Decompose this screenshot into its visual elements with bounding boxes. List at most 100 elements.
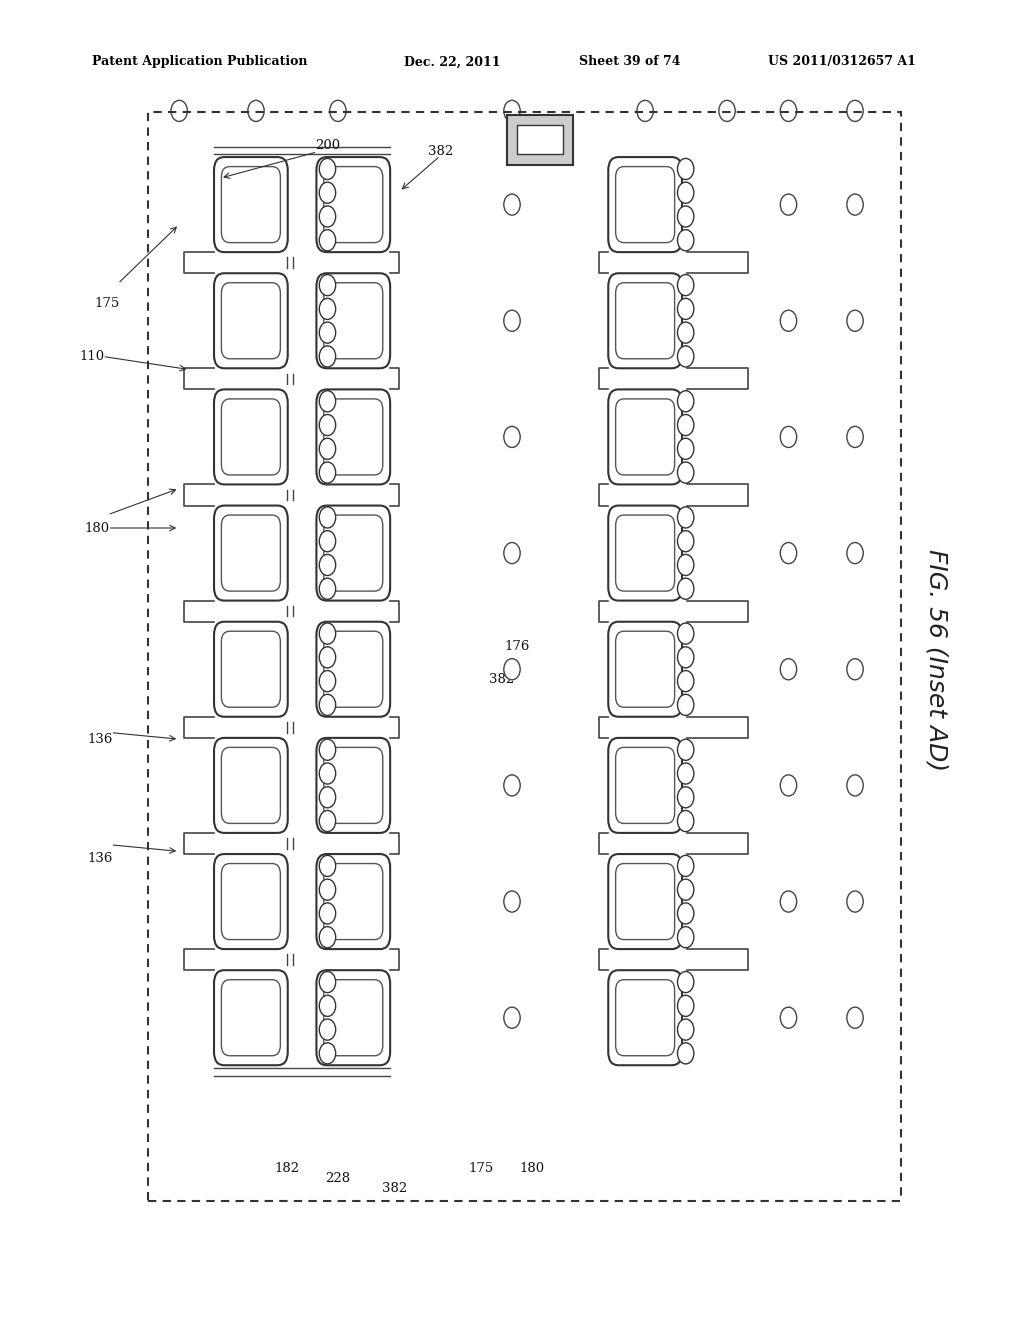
Circle shape <box>504 891 520 912</box>
Circle shape <box>319 972 336 993</box>
Text: 175: 175 <box>469 1162 494 1175</box>
Circle shape <box>319 182 336 203</box>
Circle shape <box>319 787 336 808</box>
Circle shape <box>678 1043 694 1064</box>
Text: 382: 382 <box>489 673 514 686</box>
Text: 136: 136 <box>88 851 113 865</box>
Circle shape <box>248 100 264 121</box>
Circle shape <box>171 100 187 121</box>
Circle shape <box>637 100 653 121</box>
Circle shape <box>678 739 694 760</box>
Circle shape <box>678 694 694 715</box>
Circle shape <box>504 775 520 796</box>
Circle shape <box>678 810 694 832</box>
Text: 175: 175 <box>95 297 120 310</box>
Text: 180: 180 <box>85 521 110 535</box>
Circle shape <box>847 100 863 121</box>
Circle shape <box>319 230 336 251</box>
Circle shape <box>847 775 863 796</box>
Circle shape <box>330 100 346 121</box>
Circle shape <box>504 1007 520 1028</box>
Circle shape <box>678 927 694 948</box>
Circle shape <box>847 543 863 564</box>
Circle shape <box>319 438 336 459</box>
Text: 180: 180 <box>520 1162 545 1175</box>
Text: 228: 228 <box>326 1172 350 1185</box>
Circle shape <box>847 310 863 331</box>
Circle shape <box>678 275 694 296</box>
Circle shape <box>678 1019 694 1040</box>
Circle shape <box>319 578 336 599</box>
Circle shape <box>678 787 694 808</box>
Circle shape <box>847 891 863 912</box>
Circle shape <box>319 298 336 319</box>
Circle shape <box>319 623 336 644</box>
Circle shape <box>678 554 694 576</box>
Circle shape <box>319 647 336 668</box>
Circle shape <box>319 1043 336 1064</box>
Circle shape <box>319 275 336 296</box>
Circle shape <box>847 1007 863 1028</box>
Circle shape <box>319 1019 336 1040</box>
Text: 136: 136 <box>88 733 113 746</box>
Circle shape <box>319 206 336 227</box>
Circle shape <box>319 995 336 1016</box>
Circle shape <box>678 855 694 876</box>
Circle shape <box>319 554 336 576</box>
Circle shape <box>678 507 694 528</box>
Circle shape <box>678 391 694 412</box>
Circle shape <box>678 438 694 459</box>
Circle shape <box>319 763 336 784</box>
Text: Sheet 39 of 74: Sheet 39 of 74 <box>579 55 680 69</box>
Circle shape <box>504 194 520 215</box>
Circle shape <box>504 100 520 121</box>
Circle shape <box>678 763 694 784</box>
Circle shape <box>678 322 694 343</box>
Circle shape <box>780 426 797 447</box>
Circle shape <box>678 158 694 180</box>
Circle shape <box>780 100 797 121</box>
Circle shape <box>847 194 863 215</box>
Text: 178: 178 <box>536 125 560 139</box>
Bar <box>507 115 573 165</box>
Circle shape <box>780 775 797 796</box>
Text: 382: 382 <box>382 1181 407 1195</box>
Circle shape <box>678 182 694 203</box>
Circle shape <box>319 531 336 552</box>
Circle shape <box>319 507 336 528</box>
Circle shape <box>319 903 336 924</box>
Circle shape <box>780 194 797 215</box>
Text: 176: 176 <box>505 640 529 653</box>
Circle shape <box>678 230 694 251</box>
Circle shape <box>780 1007 797 1028</box>
Circle shape <box>847 426 863 447</box>
Circle shape <box>678 879 694 900</box>
Circle shape <box>319 391 336 412</box>
Text: Patent Application Publication: Patent Application Publication <box>92 55 307 69</box>
Circle shape <box>678 346 694 367</box>
Circle shape <box>678 995 694 1016</box>
Circle shape <box>504 543 520 564</box>
Circle shape <box>504 426 520 447</box>
Circle shape <box>319 810 336 832</box>
Circle shape <box>678 903 694 924</box>
Circle shape <box>780 891 797 912</box>
Circle shape <box>678 578 694 599</box>
Circle shape <box>678 647 694 668</box>
Circle shape <box>678 531 694 552</box>
Bar <box>517 125 563 154</box>
Circle shape <box>319 694 336 715</box>
Circle shape <box>678 623 694 644</box>
Text: 200: 200 <box>315 139 340 152</box>
Circle shape <box>780 310 797 331</box>
Text: FIG. 56 (Inset AD): FIG. 56 (Inset AD) <box>925 549 949 771</box>
Text: 182: 182 <box>274 1162 299 1175</box>
Text: 110: 110 <box>80 350 104 363</box>
Circle shape <box>678 414 694 436</box>
Circle shape <box>319 346 336 367</box>
Text: 382: 382 <box>428 145 453 158</box>
Circle shape <box>847 659 863 680</box>
Circle shape <box>319 855 336 876</box>
Text: US 2011/0312657 A1: US 2011/0312657 A1 <box>768 55 915 69</box>
Circle shape <box>678 206 694 227</box>
